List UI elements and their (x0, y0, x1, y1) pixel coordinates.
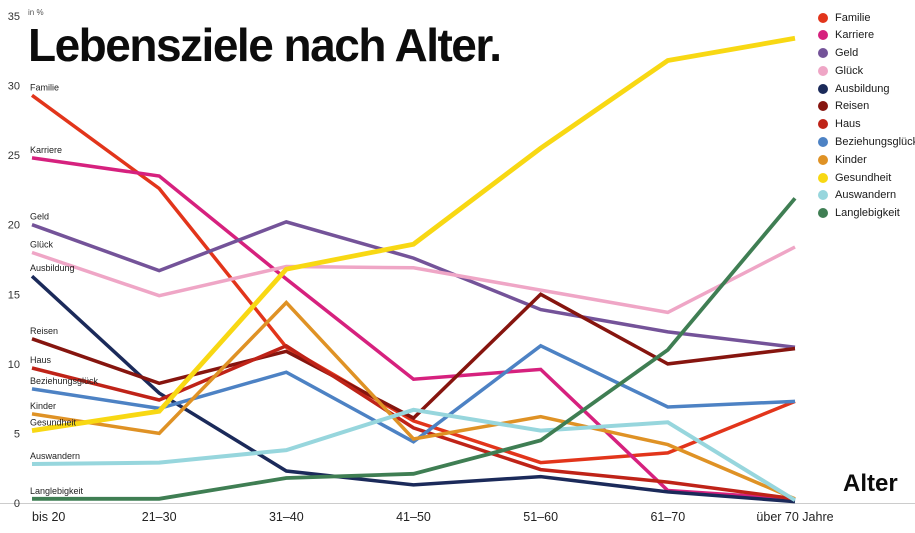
legend-label: Reisen (835, 100, 870, 113)
x-tick-label: 31–40 (269, 510, 304, 524)
legend-swatch (818, 48, 828, 59)
series-line-familie (30, 93, 796, 465)
legend-label: Karriere (835, 29, 875, 42)
legend-item: Ausbildung (818, 82, 915, 95)
series-line-haus (31, 343, 796, 501)
legend-label: Langlebigkeit (835, 207, 900, 220)
series-start-label: Langlebigkeit (30, 486, 84, 496)
legend-label: Auswandern (835, 189, 897, 202)
legend-label: Haus (835, 118, 861, 131)
chart-title: Lebensziele nach Alter. (28, 19, 502, 71)
legend-item: Gesundheit (818, 171, 915, 184)
series-start-label: Familie (30, 82, 59, 92)
legend-item: Beziehungsglück (818, 136, 915, 149)
legend-item: Karriere (818, 29, 915, 42)
legend-item: Auswandern (818, 189, 915, 202)
legend-swatch (818, 154, 828, 165)
y-tick-label: 30 (8, 81, 20, 93)
legend-swatch (818, 119, 828, 130)
legend: Familie Karriere Geld Glück Ausbildung Reisen… (818, 12, 915, 226)
series-start-label: Haus (30, 355, 52, 365)
y-tick-label: 20 (8, 220, 20, 232)
legend-label: Glück (835, 64, 864, 77)
y-tick-label: 35 (8, 11, 20, 23)
legend-label: Geld (835, 47, 859, 60)
legend-swatch (818, 101, 828, 112)
x-tick-label: 51–60 (523, 510, 558, 524)
series-start-label: Kinder (30, 401, 56, 411)
series-start-label: Geld (30, 212, 49, 222)
x-tick-label: über 70 Jahre (756, 510, 833, 524)
series-start-label: Karriere (30, 145, 62, 155)
legend-item: Haus (818, 118, 915, 131)
legend-label: Ausbildung (835, 82, 890, 95)
legend-item: Familie (818, 11, 915, 24)
legend-swatch (818, 12, 828, 23)
series-line-langlebigkeit (32, 197, 797, 501)
series-start-label: Auswandern (30, 451, 80, 461)
x-tick-label: 21–30 (142, 510, 177, 524)
series-line-auswandern (31, 407, 797, 502)
series-line-ausbildung (30, 274, 796, 504)
y-tick-label: 0 (14, 498, 20, 510)
legend-swatch (818, 208, 828, 219)
series-start-label: Glück (30, 240, 54, 250)
series-line-gesundheit (31, 35, 796, 433)
y-axis-unit-label: in % (28, 8, 44, 17)
x-tick-label: 61–70 (650, 510, 685, 524)
legend-item: Geld (818, 47, 915, 60)
legend-item: Kinder (818, 153, 915, 166)
legend-item: Langlebigkeit (818, 207, 915, 220)
legend-swatch (818, 172, 828, 183)
legend-label: Gesundheit (835, 171, 892, 184)
series-line-glück (31, 245, 796, 315)
x-tick-label: bis 20 (32, 510, 65, 524)
legend-swatch (818, 83, 828, 94)
y-tick-label: 10 (8, 359, 20, 371)
legend-swatch (818, 65, 828, 76)
y-tick-label: 15 (8, 289, 20, 301)
series-start-label: Reisen (30, 326, 58, 336)
series-line-kinder (31, 300, 796, 501)
series-start-label: Ausbildung (30, 263, 75, 273)
legend-item: Glück (818, 64, 915, 77)
x-tick-label: 41–50 (396, 510, 431, 524)
legend-label: Familie (835, 11, 871, 24)
legend-swatch (818, 190, 828, 201)
legend-label: Beziehungsglück (835, 136, 915, 149)
y-tick-label: 25 (8, 150, 20, 162)
legend-item: Reisen (818, 100, 915, 113)
y-tick-label: 5 (14, 428, 20, 440)
series-start-label: Beziehungsglück (30, 376, 99, 386)
x-axis-title: Alter (843, 470, 898, 497)
series-start-label: Gesundheit (30, 418, 77, 428)
legend-swatch (818, 137, 828, 148)
legend-label: Kinder (835, 153, 867, 166)
series-line-geld (31, 220, 796, 349)
legend-swatch (818, 30, 828, 41)
series-line-reisen (31, 292, 796, 421)
